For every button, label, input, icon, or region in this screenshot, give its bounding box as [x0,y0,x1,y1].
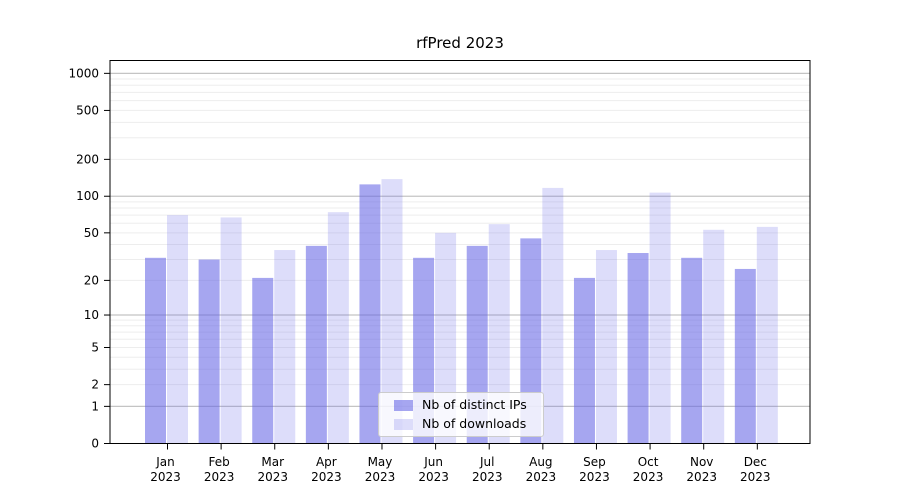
bar-downloads-oct [649,192,671,444]
x-tick-label-year-nov: 2023 [686,470,717,484]
legend-swatch-distinct-ips [394,399,413,411]
bar-downloads-sep [595,250,617,444]
legend-label-distinct-ips: Nb of distinct IPs [422,396,527,412]
bar-downloads-may [381,179,403,444]
bar-distinct-ips-nov [681,257,703,444]
bar-downloads-feb [220,217,242,444]
bar-distinct-ips-dec [734,268,756,444]
bar-distinct-ips-sep [573,277,595,444]
x-tick-label-month-may: May [368,455,393,469]
bar-distinct-ips-may [359,184,381,444]
chart-title: rfPred 2023 [416,34,504,52]
y-tick-label-2: 2 [91,378,99,392]
x-tick-label-month-jan: Jan [155,455,175,469]
x-tick-label-year-mar: 2023 [257,470,288,484]
x-tick-label-year-sep: 2023 [579,470,610,484]
x-tick-label-month-feb: Feb [208,455,229,469]
bar-distinct-ips-feb [198,259,220,444]
y-tick-label-0: 0 [91,437,99,451]
bar-distinct-ips-apr [305,245,327,444]
x-tick-label-year-jun: 2023 [418,470,449,484]
x-tick-label-year-jan: 2023 [150,470,181,484]
x-tick-label-month-nov: Nov [690,455,713,469]
bar-downloads-jul [488,224,510,444]
legend-item-distinct-ips: Nb of distinct IPs [379,396,543,414]
bar-downloads-jan [167,215,188,444]
x-tick-label-month-aug: Aug [529,455,552,469]
legend-label-downloads: Nb of downloads [422,415,527,431]
bar-downloads-apr [327,212,349,444]
bar-downloads-dec [756,226,778,444]
y-tick-label-1000: 1000 [68,66,99,80]
y-tick-label-20: 20 [84,273,99,287]
legend-swatch-downloads [394,418,413,430]
y-tick-label-1: 1 [91,399,99,413]
x-tick-label-month-dec: Dec [744,455,767,469]
x-tick-label-month-apr: Apr [316,455,337,469]
bar-downloads-nov [703,229,725,444]
bar-downloads-mar [274,250,296,444]
x-tick-label-year-jul: 2023 [472,470,503,484]
y-tick-label-200: 200 [76,152,99,166]
y-tick-label-500: 500 [76,103,99,117]
x-tick-label-year-oct: 2023 [633,470,664,484]
y-tick-label-5: 5 [91,341,99,355]
x-tick-label-month-mar: Mar [261,455,284,469]
x-tick-label-year-dec: 2023 [740,470,771,484]
y-tick-label-50: 50 [84,226,99,240]
x-tick-label-year-aug: 2023 [526,470,557,484]
x-tick-label-year-may: 2023 [365,470,396,484]
x-tick-label-month-sep: Sep [583,455,606,469]
bar-distinct-ips-jan [145,257,166,444]
bar-downloads-aug [542,187,564,444]
bar-distinct-ips-oct [627,253,649,444]
bar-downloads-jun [435,232,457,444]
x-tick-label-month-oct: Oct [638,455,659,469]
x-tick-label-month-jun: Jun [423,455,443,469]
x-tick-label-month-jul: Jul [479,455,494,469]
legend: Nb of distinct IPs Nb of downloads [378,392,544,437]
y-tick-label-100: 100 [76,189,99,203]
legend-item-downloads: Nb of downloads [379,415,543,433]
bar-distinct-ips-mar [252,277,274,444]
x-tick-label-year-apr: 2023 [311,470,342,484]
y-tick-label-10: 10 [84,308,99,322]
plot-frame [109,60,811,444]
x-tick-label-year-feb: 2023 [204,470,235,484]
